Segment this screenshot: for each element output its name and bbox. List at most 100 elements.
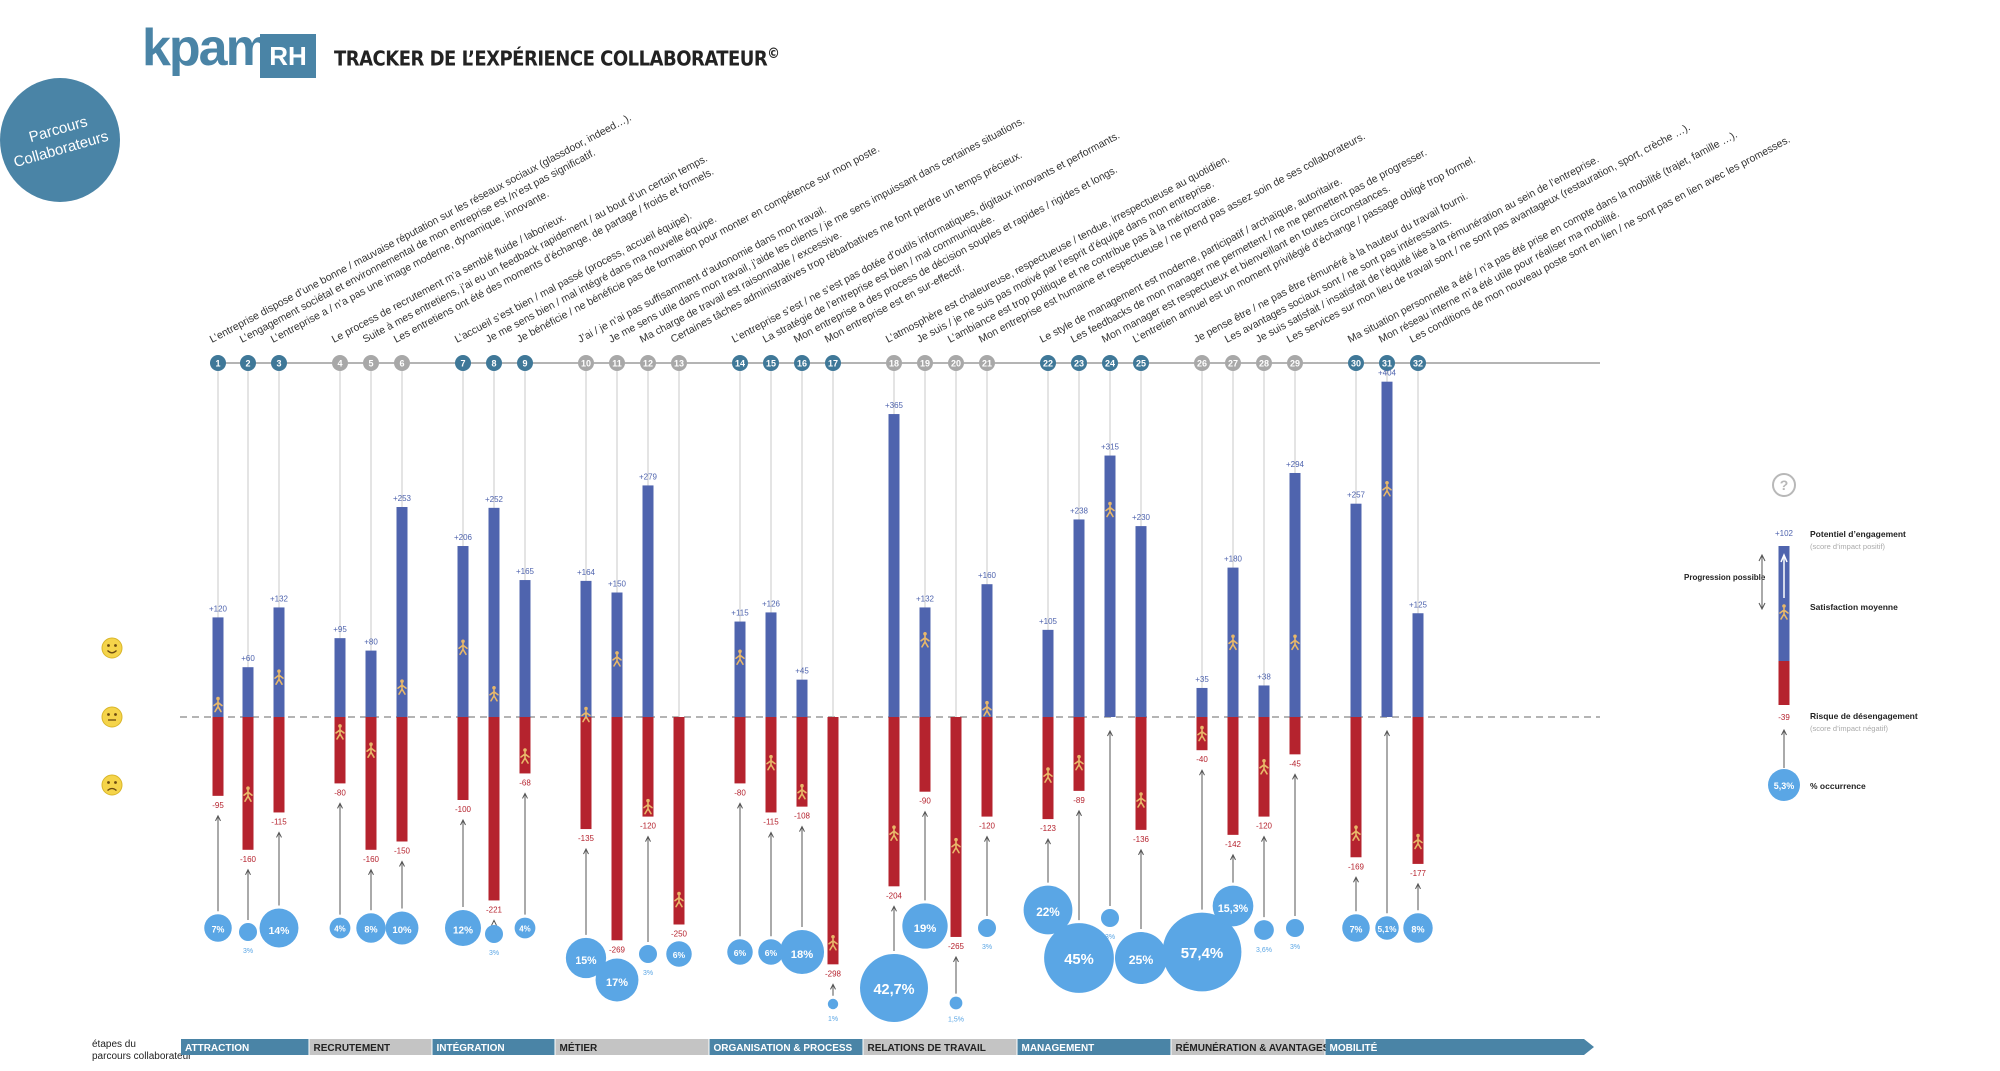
positive-bar[interactable]: [1412, 613, 1424, 717]
negative-bar[interactable]: [1073, 717, 1085, 791]
positive-bar[interactable]: [1289, 472, 1301, 717]
occurrence-bubble[interactable]: [1162, 912, 1242, 992]
statement-node[interactable]: [1410, 355, 1426, 371]
negative-bar[interactable]: [1412, 717, 1424, 864]
positive-bar[interactable]: [1042, 629, 1054, 717]
stage-band[interactable]: [432, 1039, 555, 1055]
occurrence-bubble[interactable]: [638, 944, 658, 964]
occurrence-bubble[interactable]: [385, 911, 419, 945]
statement-node[interactable]: [794, 355, 810, 371]
occurrence-bubble[interactable]: [238, 922, 258, 942]
statement-node[interactable]: [763, 355, 779, 371]
positive-bar[interactable]: [796, 679, 808, 717]
positive-bar[interactable]: [1196, 687, 1208, 717]
occurrence-bubble[interactable]: [1100, 908, 1120, 928]
occurrence-bubble[interactable]: [727, 939, 753, 965]
negative-bar[interactable]: [212, 717, 224, 796]
statement-node[interactable]: [578, 355, 594, 371]
parcours-badge[interactable]: Parcours Collaborateurs: [0, 78, 120, 202]
statement-node[interactable]: [1102, 355, 1118, 371]
occurrence-bubble[interactable]: [204, 914, 232, 942]
statement-node[interactable]: [517, 355, 533, 371]
negative-bar[interactable]: [1227, 717, 1239, 835]
positive-bar[interactable]: [919, 607, 931, 717]
positive-bar[interactable]: [212, 617, 224, 717]
negative-bar[interactable]: [1350, 717, 1362, 858]
occurrence-bubble[interactable]: [1254, 920, 1274, 940]
statement-node[interactable]: [394, 355, 410, 371]
occurrence-bubble[interactable]: [827, 998, 839, 1010]
occurrence-bubble[interactable]: [949, 996, 963, 1010]
occurrence-bubble[interactable]: [1115, 932, 1167, 984]
occurrence-bubble[interactable]: [1403, 913, 1433, 943]
positive-bar[interactable]: [1073, 519, 1085, 717]
negative-bar[interactable]: [981, 717, 993, 817]
negative-bar[interactable]: [827, 717, 839, 965]
positive-bar[interactable]: [519, 580, 531, 717]
negative-bar[interactable]: [1289, 717, 1301, 755]
statement-node[interactable]: [640, 355, 656, 371]
positive-bar[interactable]: [1381, 381, 1393, 717]
occurrence-bubble[interactable]: [484, 924, 504, 944]
stage-band[interactable]: [181, 1039, 309, 1055]
negative-bar[interactable]: [488, 717, 500, 901]
negative-bar[interactable]: [273, 717, 285, 813]
statement-node[interactable]: [917, 355, 933, 371]
negative-bar[interactable]: [734, 717, 746, 784]
stage-band[interactable]: [1017, 1039, 1171, 1055]
occurrence-bubble[interactable]: [1212, 885, 1254, 927]
occurrence-bubble[interactable]: [1342, 914, 1370, 942]
positive-bar[interactable]: [273, 607, 285, 717]
negative-bar[interactable]: [950, 717, 962, 937]
positive-bar[interactable]: [981, 584, 993, 717]
statement-node[interactable]: [363, 355, 379, 371]
occurrence-bubble[interactable]: [779, 929, 825, 975]
statement-node[interactable]: [609, 355, 625, 371]
occurrence-bubble[interactable]: [977, 918, 997, 938]
statement-node[interactable]: [332, 355, 348, 371]
occurrence-bubble[interactable]: [259, 908, 299, 948]
statement-node[interactable]: [825, 355, 841, 371]
occurrence-bubble[interactable]: [1023, 885, 1073, 935]
positive-bar[interactable]: [734, 621, 746, 717]
occurrence-bubble[interactable]: [565, 937, 607, 979]
negative-bar[interactable]: [642, 717, 654, 817]
occurrence-bubble[interactable]: [329, 917, 351, 939]
occurrence-bubble[interactable]: [902, 903, 948, 949]
negative-bar[interactable]: [673, 717, 685, 925]
occurrence-bubble[interactable]: [444, 909, 482, 947]
stage-band[interactable]: [863, 1039, 1017, 1055]
positive-bar[interactable]: [457, 546, 469, 717]
positive-bar[interactable]: [1258, 685, 1270, 717]
positive-bar[interactable]: [580, 580, 592, 717]
help-icon[interactable]: [1772, 473, 1796, 497]
statement-node[interactable]: [1133, 355, 1149, 371]
statement-node[interactable]: [1194, 355, 1210, 371]
negative-bar[interactable]: [611, 717, 623, 941]
statement-node[interactable]: [948, 355, 964, 371]
statement-node[interactable]: [732, 355, 748, 371]
positive-bar[interactable]: [488, 507, 500, 717]
negative-bar[interactable]: [888, 717, 900, 887]
statement-node[interactable]: [271, 355, 287, 371]
occurrence-bubble[interactable]: [356, 913, 386, 943]
positive-bar[interactable]: [1104, 455, 1116, 717]
negative-bar[interactable]: [796, 717, 808, 807]
statement-node[interactable]: [210, 355, 226, 371]
negative-bar[interactable]: [519, 717, 531, 774]
negative-bar[interactable]: [242, 717, 254, 850]
statement-node[interactable]: [1071, 355, 1087, 371]
negative-bar[interactable]: [365, 717, 377, 850]
occurrence-bubble[interactable]: [666, 941, 692, 967]
occurrence-bubble[interactable]: [860, 954, 928, 1022]
negative-bar[interactable]: [919, 717, 931, 792]
statement-node[interactable]: [240, 355, 256, 371]
stage-band[interactable]: [309, 1039, 432, 1055]
positive-bar[interactable]: [888, 414, 900, 717]
statement-node[interactable]: [979, 355, 995, 371]
positive-bar[interactable]: [765, 612, 777, 717]
stage-band[interactable]: [709, 1039, 863, 1055]
positive-bar[interactable]: [1350, 503, 1362, 717]
occurrence-bubble[interactable]: [514, 917, 536, 939]
negative-bar[interactable]: [457, 717, 469, 800]
